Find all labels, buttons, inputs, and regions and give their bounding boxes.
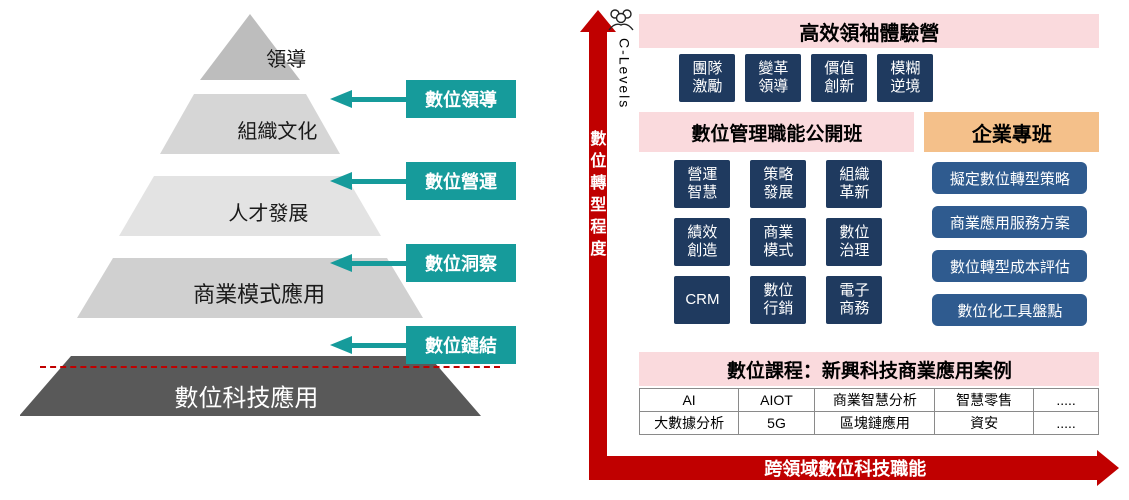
enterprise-pills: 擬定數位轉型策略商業應用服務方案數位轉型成本評估數位化工具盤點 [932, 162, 1087, 326]
arrow-line [350, 343, 406, 348]
pyramid-layer-label: 組織文化 [187, 114, 367, 144]
diagram-root: 領導組織文化人才發展商業模式應用數位科技應用數位領導數位營運數位洞察數位鏈結 數… [20, 10, 1109, 490]
x-axis-label: 跨領域數位科技職能 [764, 455, 926, 481]
table-cell: 智慧零售 [935, 389, 1033, 412]
open-class-box: CRM [674, 276, 730, 324]
camp-box: 團隊激勵 [679, 54, 735, 102]
arrow-head [330, 254, 352, 272]
pyramid-layer-label: 領導 [236, 42, 336, 72]
open-class-box: 組織革新 [826, 160, 882, 208]
header-course: 數位課程：新興科技商業應用案例 [639, 352, 1099, 386]
header-enterprise: 企業專班 [924, 112, 1099, 152]
open-class-boxes: 營運智慧策略發展組織革新績效創造商業模式數位治理 CRM 數位行銷電子商務 [674, 160, 884, 324]
camp-box: 模糊逆境 [877, 54, 933, 102]
course-table: AIAIOT商業智慧分析智慧零售.....大數據分析5G區塊鏈應用資安..... [639, 388, 1099, 435]
arrow-head [330, 336, 352, 354]
open-class-box: 營運智慧 [674, 160, 730, 208]
arrow-line [350, 97, 406, 102]
people-icon [606, 6, 636, 32]
table-row: AIAIOT商業智慧分析智慧零售..... [640, 389, 1099, 412]
enterprise-pill: 數位轉型成本評估 [932, 250, 1087, 282]
enterprise-pill: 數位化工具盤點 [932, 294, 1087, 326]
header-camp: 高效領袖體驗營 [639, 14, 1099, 48]
pyramid-panel: 領導組織文化人才發展商業模式應用數位科技應用數位領導數位營運數位洞察數位鏈結 [20, 10, 574, 490]
enterprise-pill: 商業應用服務方案 [932, 206, 1087, 238]
open-class-box: 策略發展 [750, 160, 806, 208]
table-cell: 5G [738, 412, 815, 435]
arrow-head [330, 172, 352, 190]
pyramid-tag: 數位鏈結 [406, 326, 516, 364]
table-cell: 資安 [935, 412, 1033, 435]
header-open-class: 數位管理職能公開班 [639, 112, 914, 152]
open-class-box: 電子商務 [826, 276, 882, 324]
pyramid-layer-label: 商業模式應用 [86, 278, 432, 308]
table-cell: ..... [1033, 389, 1099, 412]
open-class-box: 商業模式 [750, 218, 806, 266]
table-cell: ..... [1033, 412, 1099, 435]
pyramid-tag: 數位營運 [406, 162, 516, 200]
table-cell: AIOT [738, 389, 815, 412]
dashed-divider [40, 366, 500, 368]
pyramid-layer-label: 人才發展 [137, 196, 399, 226]
pyramid-tag: 數位洞察 [406, 244, 516, 282]
table-row: 大數據分析5G區塊鏈應用資安..... [640, 412, 1099, 435]
table-cell: 區塊鏈應用 [815, 412, 935, 435]
table-cell: AI [640, 389, 738, 412]
camp-boxes: 團隊激勵變革領導價值創新模糊逆境 [679, 54, 935, 102]
x-axis: 跨領域數位科技職能 [589, 456, 1101, 480]
table-cell: 商業智慧分析 [815, 389, 935, 412]
matrix-panel: 數位轉型程度 C-Levels 高效領袖體驗營 團隊激勵變革領導價值創新模糊逆境… [574, 10, 1109, 490]
open-class-box: 數位行銷 [750, 276, 806, 324]
camp-box: 價值創新 [811, 54, 867, 102]
table-cell: 大數據分析 [640, 412, 738, 435]
pyramid-tag: 數位領導 [406, 80, 516, 118]
open-class-box: 數位治理 [826, 218, 882, 266]
c-levels-label: C-Levels [616, 38, 632, 109]
camp-box: 變革領導 [745, 54, 801, 102]
arrow-line [350, 179, 406, 184]
open-class-box: 績效創造 [674, 218, 730, 266]
y-axis-label: 數位轉型程度 [589, 130, 607, 262]
arrow-head [330, 90, 352, 108]
pyramid-layer-label: 數位科技應用 [15, 380, 477, 410]
arrow-line [350, 261, 406, 266]
enterprise-pill: 擬定數位轉型策略 [932, 162, 1087, 194]
